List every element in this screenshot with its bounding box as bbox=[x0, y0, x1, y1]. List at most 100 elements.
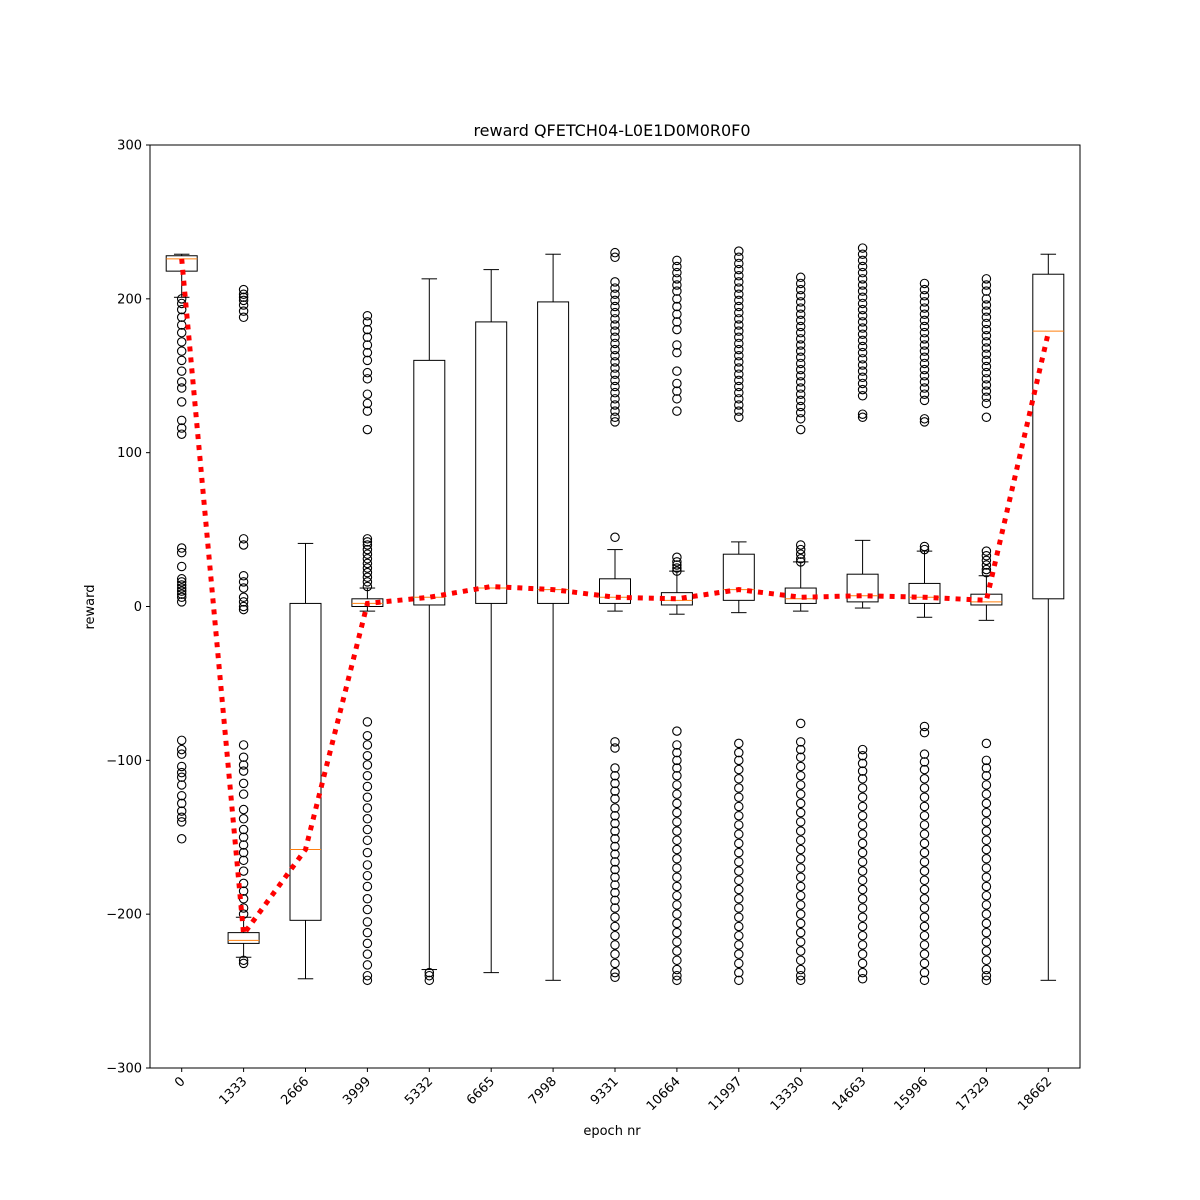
outlier-point bbox=[610, 252, 620, 263]
outlier-point bbox=[981, 900, 992, 910]
outlier-point bbox=[362, 975, 373, 986]
outlier-point bbox=[734, 940, 744, 950]
outlier-point bbox=[176, 790, 187, 801]
outlier-point bbox=[734, 363, 744, 373]
outlier-point bbox=[610, 880, 620, 890]
outlier-point bbox=[981, 280, 992, 290]
outlier-point bbox=[238, 312, 249, 323]
outlier-point bbox=[795, 881, 806, 892]
outlier-point bbox=[981, 937, 992, 947]
outlier-point bbox=[362, 577, 373, 587]
outlier-point bbox=[981, 374, 992, 384]
outlier-point bbox=[362, 860, 373, 870]
outlier-point bbox=[238, 284, 249, 295]
outlier-point bbox=[795, 370, 806, 381]
outlier-point bbox=[238, 289, 249, 299]
outlier-point bbox=[795, 340, 806, 350]
outlier-point bbox=[176, 304, 187, 315]
outlier-point bbox=[672, 301, 682, 312]
outlier-point bbox=[857, 783, 868, 793]
outlier-point bbox=[362, 554, 373, 564]
outlier-point bbox=[919, 838, 930, 849]
outlier-point bbox=[176, 346, 187, 356]
outlier-point bbox=[857, 409, 868, 419]
outlier-point bbox=[981, 890, 992, 901]
outlier-point bbox=[424, 970, 435, 981]
outlier-point bbox=[795, 291, 806, 301]
outlier-point bbox=[734, 866, 744, 876]
outlier-point bbox=[857, 958, 868, 969]
outlier-point bbox=[362, 324, 373, 335]
outlier-point bbox=[176, 817, 187, 827]
outlier-point bbox=[672, 854, 682, 864]
outlier-point bbox=[981, 361, 992, 372]
outlier-point bbox=[610, 803, 620, 813]
outlier-point bbox=[610, 857, 620, 867]
outlier-point bbox=[176, 577, 187, 587]
outlier-point bbox=[238, 760, 249, 770]
outlier-point bbox=[919, 774, 930, 784]
outlier-point bbox=[362, 894, 373, 904]
outlier-point bbox=[981, 918, 992, 929]
outlier-point bbox=[176, 761, 187, 772]
outlier-point bbox=[672, 347, 682, 358]
outlier-point bbox=[981, 306, 992, 316]
box-10664 bbox=[660, 592, 693, 606]
outlier-point bbox=[795, 780, 806, 790]
outlier-point bbox=[795, 327, 806, 338]
outlier-point bbox=[795, 346, 806, 356]
y-tick-label: −200 bbox=[106, 908, 142, 923]
outlier-point bbox=[362, 824, 373, 835]
outlier-point bbox=[238, 789, 249, 799]
outlier-point bbox=[981, 392, 992, 403]
outlier-point bbox=[919, 949, 930, 959]
outlier-point bbox=[857, 866, 868, 876]
box-5332 bbox=[413, 359, 446, 606]
outlier-point bbox=[795, 297, 806, 307]
outlier-point bbox=[795, 863, 806, 873]
outlier-point bbox=[362, 927, 373, 938]
outlier-point bbox=[610, 295, 620, 306]
outlier-point bbox=[610, 400, 620, 410]
plot-frame bbox=[149, 144, 1081, 1069]
outlier-point bbox=[238, 814, 249, 824]
outlier-point bbox=[610, 369, 620, 379]
outlier-point bbox=[610, 903, 620, 913]
outlier-point bbox=[734, 412, 744, 423]
outlier-point bbox=[238, 804, 249, 815]
outlier-point bbox=[610, 872, 620, 882]
outlier-point bbox=[981, 386, 992, 396]
mean-trend-line bbox=[179, 258, 1051, 941]
outlier-point bbox=[919, 921, 930, 932]
outlier-point bbox=[981, 398, 992, 409]
outlier-point bbox=[795, 835, 806, 846]
outlier-point bbox=[981, 286, 992, 296]
outlier-point bbox=[734, 246, 744, 256]
outlier-point bbox=[919, 346, 930, 356]
outlier-point bbox=[238, 886, 249, 896]
outlier-point bbox=[734, 283, 744, 293]
outlier-point bbox=[610, 940, 620, 950]
outlier-point bbox=[919, 930, 930, 941]
outlier-point bbox=[795, 540, 806, 550]
outlier-point bbox=[238, 740, 249, 750]
outlier-point bbox=[919, 352, 930, 363]
outlier-point bbox=[981, 872, 992, 882]
outlier-point bbox=[795, 364, 806, 375]
outlier-point bbox=[857, 354, 868, 364]
outlier-point bbox=[176, 583, 187, 593]
outlier-point bbox=[981, 970, 992, 981]
outlier-point bbox=[857, 857, 868, 867]
outlier-point bbox=[610, 972, 620, 982]
outlier-point bbox=[919, 857, 930, 867]
outlier-point bbox=[734, 295, 744, 306]
outlier-point bbox=[362, 730, 373, 741]
outlier-point bbox=[238, 592, 249, 603]
outlier-point bbox=[734, 381, 744, 392]
outlier-point bbox=[672, 900, 682, 910]
outlier-point bbox=[857, 847, 868, 858]
outlier-point bbox=[672, 552, 682, 563]
outlier-point bbox=[610, 344, 620, 355]
outlier-point bbox=[238, 824, 249, 835]
